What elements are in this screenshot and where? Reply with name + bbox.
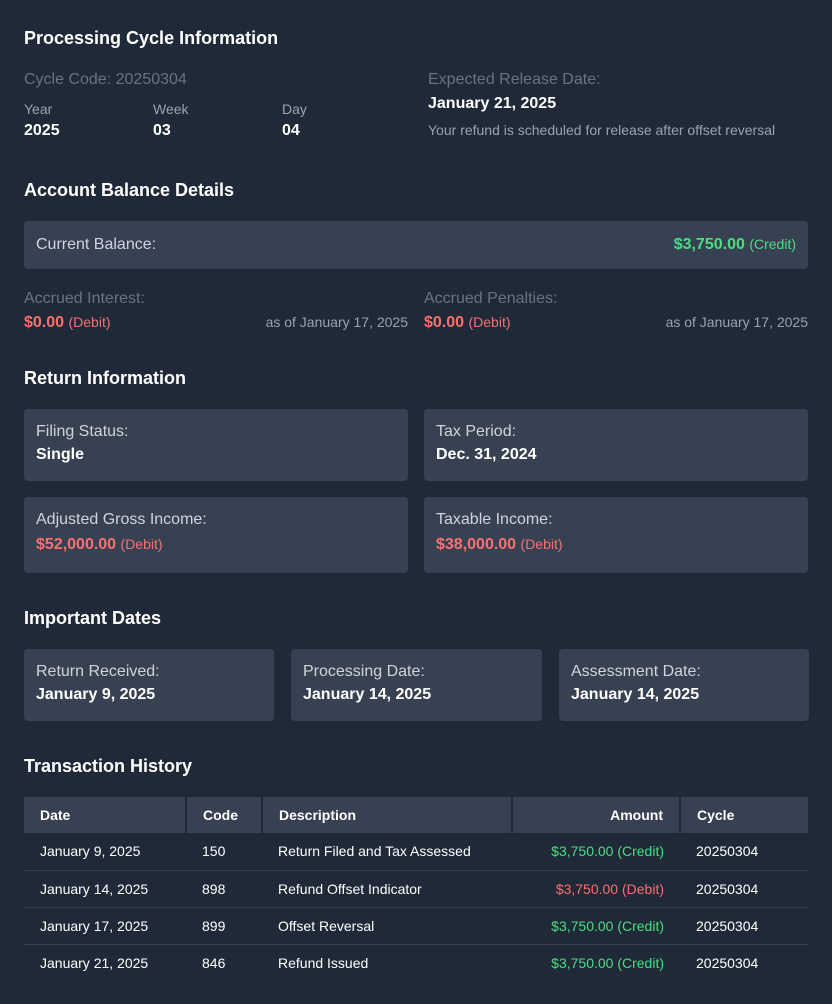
account-balance-section: Account Balance Details Current Balance:…: [24, 180, 808, 332]
table-row: January 9, 2025 150 Return Filed and Tax…: [24, 833, 808, 870]
processing-cycle-title: Processing Cycle Information: [24, 28, 279, 48]
row-description: Offset Reversal: [262, 906, 512, 944]
table-row: January 17, 2025 899 Offset Reversal $3,…: [24, 906, 808, 944]
agi-value: $52,000.00 (Debit): [36, 536, 396, 554]
column-header-cycle: Cycle: [679, 797, 808, 833]
accrued-penalties-tag: (Debit): [468, 314, 511, 330]
column-header-description: Description: [261, 797, 512, 833]
row-description: Refund Issued: [262, 943, 512, 981]
current-balance-amount: $3,750.00: [673, 236, 745, 253]
agi-amount: $52,000.00: [36, 536, 117, 553]
filing-status-card: Filing Status: Single: [24, 409, 408, 481]
week-label: Week: [153, 101, 189, 117]
row-amount: $3,750.00 (Credit): [551, 843, 664, 860]
week-block: Week 03: [153, 101, 282, 140]
agi-label: Adjusted Gross Income:: [36, 511, 207, 528]
current-balance-tag: (Credit): [749, 236, 796, 252]
return-received-label: Return Received:: [36, 663, 160, 680]
table-row: January 21, 2025 846 Refund Issued $3,75…: [24, 943, 808, 981]
return-received-value: January 9, 2025: [36, 686, 156, 703]
table-header-row: Date Code Description Amount Cycle: [24, 797, 808, 833]
accrued-penalties-value: $0.00 (Debit): [424, 314, 511, 332]
release-note: Your refund is scheduled for release aft…: [428, 122, 776, 138]
return-information-section: Return Information Filing Status: Single…: [24, 368, 808, 573]
accrued-interest-asof: as of January 17, 2025: [265, 314, 408, 330]
important-dates-section: Important Dates Return Received: January…: [24, 608, 809, 721]
row-description: Return Filed and Tax Assessed: [278, 843, 471, 860]
row-code: 846: [186, 943, 262, 981]
tax-period-label: Tax Period:: [436, 423, 517, 440]
taxable-income-label: Taxable Income:: [436, 511, 553, 528]
row-cycle: 20250304: [680, 906, 808, 944]
column-header-amount: Amount: [511, 797, 680, 833]
row-cycle: 20250304: [696, 843, 759, 860]
processing-cycle-section: Processing Cycle Information Cycle Code:…: [24, 28, 808, 140]
week-value: 03: [153, 122, 171, 139]
processing-date-label: Processing Date:: [303, 663, 425, 680]
day-value: 04: [282, 122, 300, 139]
processing-date-card: Processing Date: January 14, 2025: [291, 649, 542, 721]
row-date: January 17, 2025: [24, 906, 186, 944]
taxable-income-tag: (Debit): [520, 536, 563, 552]
expected-release-date: January 21, 2025: [428, 95, 557, 112]
row-code: 898: [186, 869, 262, 907]
tax-period-value: Dec. 31, 2024: [436, 446, 537, 463]
return-information-title: Return Information: [24, 368, 186, 388]
row-date: January 14, 2025: [24, 869, 186, 907]
expected-release-block: Expected Release Date: January 21, 2025 …: [428, 71, 775, 140]
row-date: January 9, 2025: [40, 843, 141, 860]
current-balance-bar: Current Balance: $3,750.00 (Credit): [24, 221, 808, 269]
filing-status-value: Single: [36, 446, 85, 463]
year-value: 2025: [24, 122, 60, 139]
column-header-code: Code: [185, 797, 262, 833]
row-cycle: 20250304: [680, 943, 808, 981]
current-balance-label: Current Balance:: [36, 236, 157, 253]
year-block: Year 2025: [24, 101, 153, 140]
accrued-penalties-amount: $0.00: [424, 314, 465, 331]
accrued-interest-block: Accrued Interest: $0.00 (Debit) as of Ja…: [24, 290, 408, 332]
transaction-history-section: Transaction History Date Code Descriptio…: [24, 756, 808, 981]
column-header-date: Date: [40, 807, 71, 823]
filing-status-label: Filing Status:: [36, 423, 129, 440]
day-label: Day: [282, 101, 307, 117]
accrued-interest-label: Accrued Interest:: [24, 290, 145, 307]
accrued-penalties-asof: as of January 17, 2025: [665, 314, 808, 330]
accrued-penalties-label: Accrued Penalties:: [424, 290, 558, 307]
row-code: 150: [202, 843, 226, 860]
row-cycle: 20250304: [680, 869, 808, 907]
current-balance-value: $3,750.00 (Credit): [674, 236, 796, 254]
accrued-penalties-block: Accrued Penalties: $0.00 (Debit) as of J…: [424, 290, 808, 332]
row-amount: $3,750.00 (Credit): [512, 906, 680, 944]
taxable-income-amount: $38,000.00: [436, 536, 517, 553]
assessment-date-label: Assessment Date:: [571, 663, 701, 680]
day-block: Day 04: [282, 101, 411, 140]
row-date: January 21, 2025: [24, 943, 186, 981]
row-code: 899: [186, 906, 262, 944]
table-row: January 14, 2025 898 Refund Offset Indic…: [24, 869, 808, 907]
row-amount: $3,750.00 (Debit): [512, 869, 680, 907]
accrued-interest-amount: $0.00: [24, 314, 65, 331]
assessment-date-value: January 14, 2025: [571, 686, 700, 703]
processing-date-value: January 14, 2025: [303, 686, 432, 703]
return-received-card: Return Received: January 9, 2025: [24, 649, 274, 721]
tax-period-card: Tax Period: Dec. 31, 2024: [424, 409, 808, 481]
taxable-income-value: $38,000.00 (Debit): [436, 536, 796, 554]
transaction-table: Date Code Description Amount Cycle Janua…: [24, 797, 808, 981]
cycle-code: Cycle Code: 20250304: [24, 71, 187, 88]
agi-tag: (Debit): [120, 536, 163, 552]
agi-card: Adjusted Gross Income: $52,000.00 (Debit…: [24, 497, 408, 573]
account-balance-title: Account Balance Details: [24, 180, 235, 200]
row-amount: $3,750.00 (Credit): [512, 943, 680, 981]
accrued-interest-tag: (Debit): [68, 314, 111, 330]
year-label: Year: [24, 101, 53, 117]
expected-release-label: Expected Release Date:: [428, 71, 601, 88]
important-dates-title: Important Dates: [24, 608, 162, 628]
accrued-interest-value: $0.00 (Debit): [24, 314, 111, 332]
transaction-history-title: Transaction History: [24, 756, 193, 776]
row-description: Refund Offset Indicator: [262, 869, 512, 907]
taxable-income-card: Taxable Income: $38,000.00 (Debit): [424, 497, 808, 573]
assessment-date-card: Assessment Date: January 14, 2025: [559, 649, 809, 721]
